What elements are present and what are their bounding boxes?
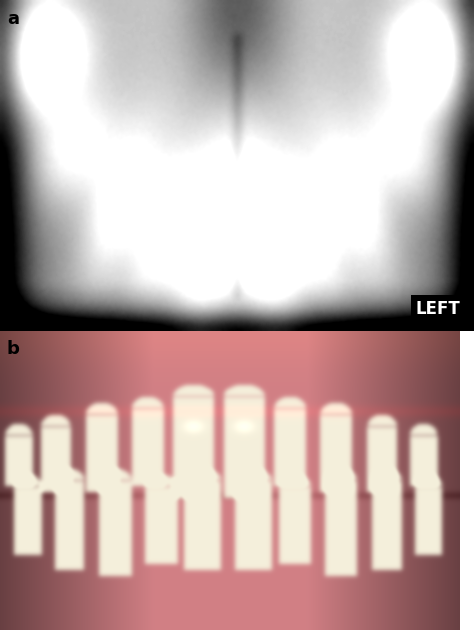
Text: b: b xyxy=(7,340,20,358)
Text: LEFT: LEFT xyxy=(415,299,460,318)
Text: a: a xyxy=(7,10,19,28)
